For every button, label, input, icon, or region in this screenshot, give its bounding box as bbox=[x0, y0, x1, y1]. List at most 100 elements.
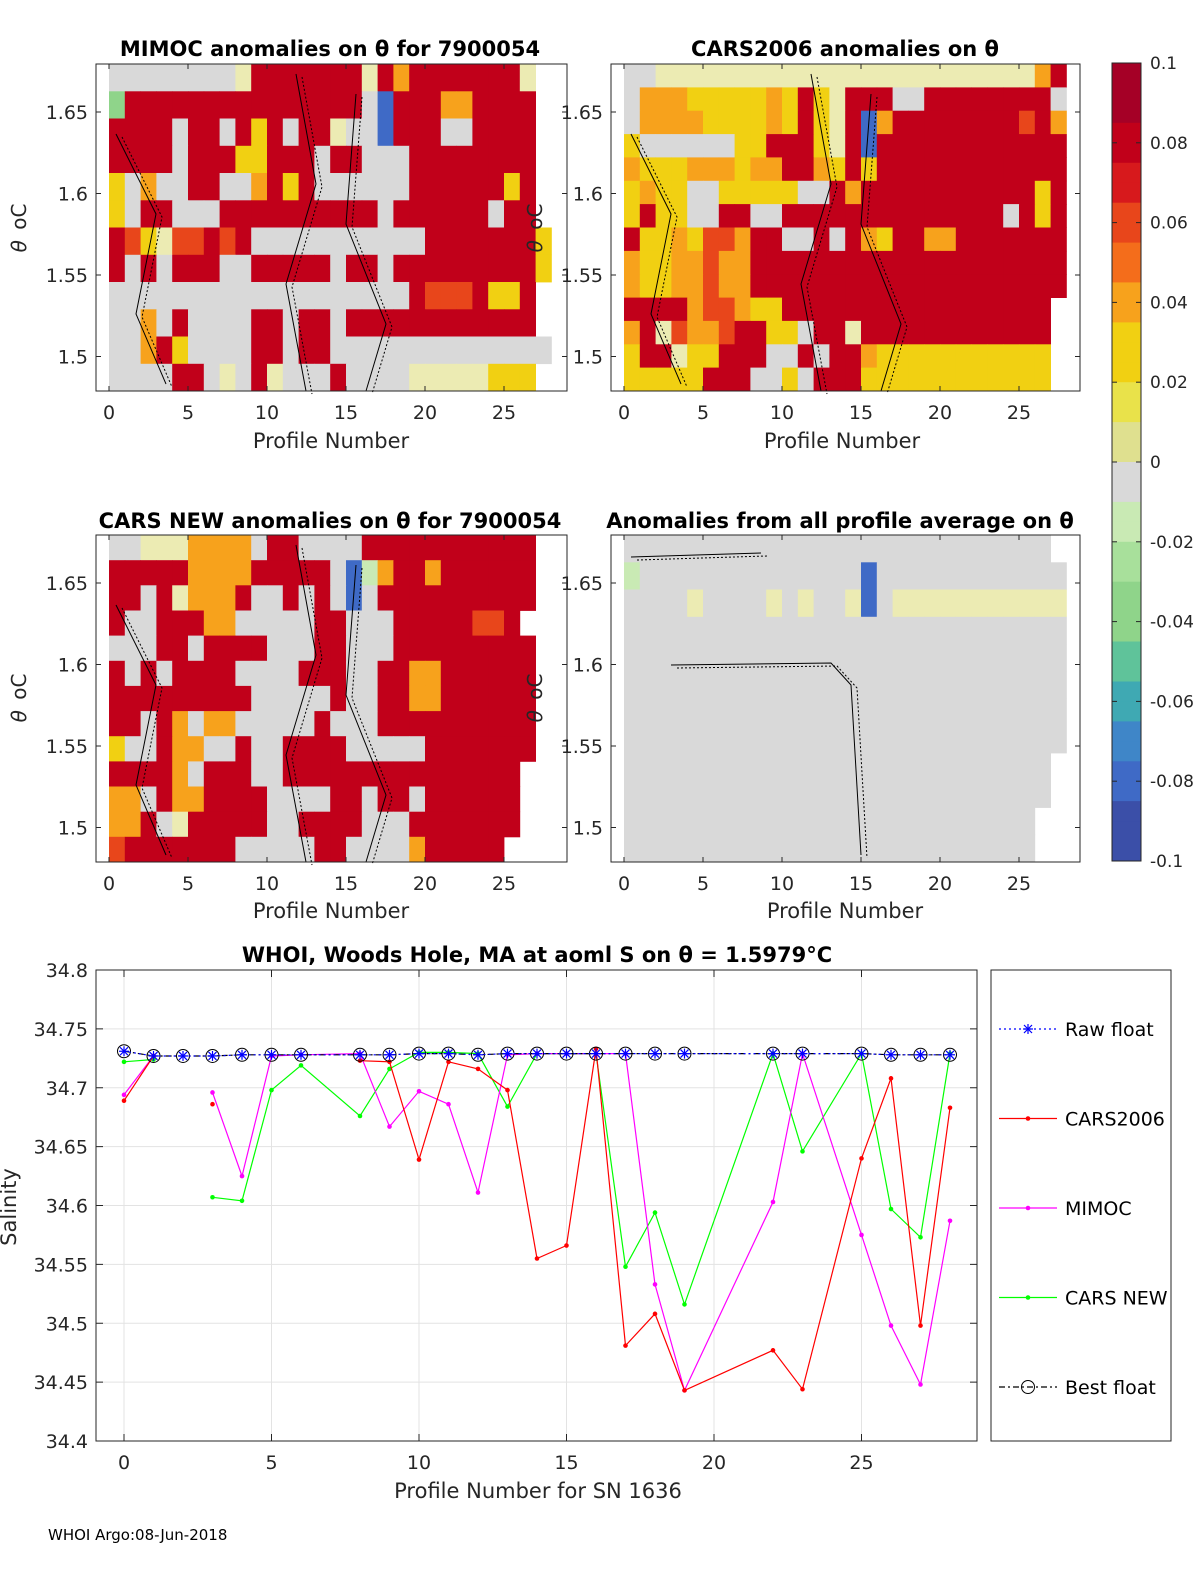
heatmap-cell bbox=[892, 297, 909, 322]
heatmap-cell bbox=[361, 200, 378, 228]
colorbar-segment bbox=[1112, 63, 1141, 84]
heatmap-cell bbox=[409, 309, 426, 337]
heatmap-cell bbox=[330, 282, 347, 310]
heatmap-cell bbox=[440, 660, 457, 687]
heatmap-cell bbox=[156, 786, 173, 813]
heatmap-cell bbox=[861, 589, 878, 618]
heatmap-cell bbox=[766, 250, 783, 275]
heatmap-cell bbox=[924, 562, 941, 590]
heatmap-cell bbox=[845, 834, 862, 863]
heatmap-cell bbox=[940, 274, 957, 298]
heatmap-cell bbox=[251, 227, 268, 256]
heatmap-cell bbox=[829, 180, 846, 205]
heatmap-cell bbox=[124, 336, 141, 365]
heatmap-cell bbox=[955, 834, 972, 863]
heatmap-cell bbox=[314, 309, 331, 337]
heatmap-cell bbox=[1034, 320, 1051, 345]
heatmap-cell bbox=[987, 180, 1004, 205]
heatmap-cell bbox=[109, 811, 126, 838]
heatmap-cell bbox=[766, 698, 783, 727]
star-stroke bbox=[532, 1049, 542, 1059]
heatmap-cell bbox=[298, 535, 315, 561]
heatmap-cell bbox=[908, 807, 925, 836]
heatmap-cell bbox=[361, 309, 378, 337]
heatmap-cell bbox=[124, 535, 141, 561]
heatmap-cell bbox=[987, 250, 1004, 275]
heatmap-cell bbox=[734, 753, 751, 781]
svg-text:θ oC: θ oC bbox=[523, 674, 547, 723]
data-point bbox=[210, 1101, 215, 1107]
heatmap-cell bbox=[203, 64, 220, 92]
heatmap-cell bbox=[734, 297, 751, 322]
heatmap-cell bbox=[109, 535, 126, 561]
heatmap-cell bbox=[377, 254, 394, 283]
heatmap-cell bbox=[409, 635, 426, 662]
heatmap-cell bbox=[156, 336, 173, 365]
heatmap-cell bbox=[456, 585, 473, 611]
heatmap-cell bbox=[267, 227, 284, 256]
heatmap-cell bbox=[124, 585, 141, 611]
heatmap-cell bbox=[156, 685, 173, 712]
data-point bbox=[620, 1048, 631, 1059]
heatmap-cell bbox=[377, 227, 394, 256]
heatmap-cell bbox=[314, 635, 331, 662]
heatmap-cell bbox=[188, 660, 205, 687]
data-point bbox=[446, 1059, 451, 1065]
heatmap-cell bbox=[140, 685, 157, 712]
mimoc-heatmap: 0 5 10 15 20 251.651.61.551.5 bbox=[46, 63, 568, 424]
heatmap-cell bbox=[940, 110, 957, 135]
heatmap-cell bbox=[456, 786, 473, 813]
x-tick-label: 20 bbox=[928, 873, 952, 895]
legend-label: CARS NEW bbox=[1065, 1288, 1168, 1310]
heatmap-cell bbox=[298, 64, 315, 92]
heatmap-cell bbox=[797, 834, 814, 863]
heatmap-cell bbox=[393, 91, 410, 119]
heatmap-cell bbox=[203, 200, 220, 228]
heatmap-cell bbox=[703, 780, 720, 808]
heatmap-cell bbox=[314, 610, 331, 637]
contour-line-dotted bbox=[636, 136, 688, 388]
colorbar-segment bbox=[1112, 83, 1141, 104]
y-tick-label: 1.5 bbox=[58, 818, 88, 840]
heatmap-cell bbox=[519, 282, 536, 310]
y-tick-label: 1.65 bbox=[561, 573, 603, 595]
heatmap-cell bbox=[282, 535, 299, 561]
heatmap-cell bbox=[908, 671, 925, 699]
heatmap-cell bbox=[687, 204, 704, 228]
heatmap-cell bbox=[267, 660, 284, 687]
heatmap-cell bbox=[314, 336, 331, 365]
heatmap-cell bbox=[750, 134, 767, 158]
heatmap-cell bbox=[876, 204, 893, 228]
heatmap-cell bbox=[876, 644, 893, 672]
heatmap-cell bbox=[987, 110, 1004, 135]
heatmap-cell bbox=[1019, 535, 1036, 563]
heatmap-cell bbox=[734, 227, 751, 252]
heatmap-cell bbox=[766, 616, 783, 645]
heatmap-cell bbox=[251, 64, 268, 92]
heatmap-cell bbox=[861, 367, 878, 392]
heatmap-cell bbox=[504, 173, 521, 201]
heatmap-cell bbox=[203, 836, 220, 863]
heatmap-cell bbox=[267, 535, 284, 561]
heatmap-cell bbox=[156, 200, 173, 228]
heatmap-cell bbox=[409, 200, 426, 228]
heatmap-cell bbox=[330, 711, 347, 737]
heatmap-cell bbox=[892, 753, 909, 781]
heatmap-cell bbox=[908, 157, 925, 182]
heatmap-cell bbox=[1034, 753, 1051, 781]
heatmap-cell bbox=[987, 204, 1004, 228]
heatmap-cell bbox=[924, 535, 941, 563]
heatmap-cell bbox=[892, 180, 909, 205]
heatmap-cell bbox=[797, 589, 814, 618]
heatmap-cell bbox=[109, 585, 126, 611]
heatmap-cell bbox=[440, 309, 457, 337]
heatmap-cell bbox=[140, 811, 157, 838]
heatmap-cell bbox=[734, 204, 751, 228]
colorbar-tick-label: -0.04 bbox=[1150, 613, 1194, 633]
heatmap-cell bbox=[971, 157, 988, 182]
heatmap-cell bbox=[797, 753, 814, 781]
heatmap-cell bbox=[639, 64, 656, 88]
heatmap-cell bbox=[425, 64, 442, 92]
heatmap-cell bbox=[987, 320, 1004, 345]
heatmap-cell bbox=[140, 173, 157, 201]
